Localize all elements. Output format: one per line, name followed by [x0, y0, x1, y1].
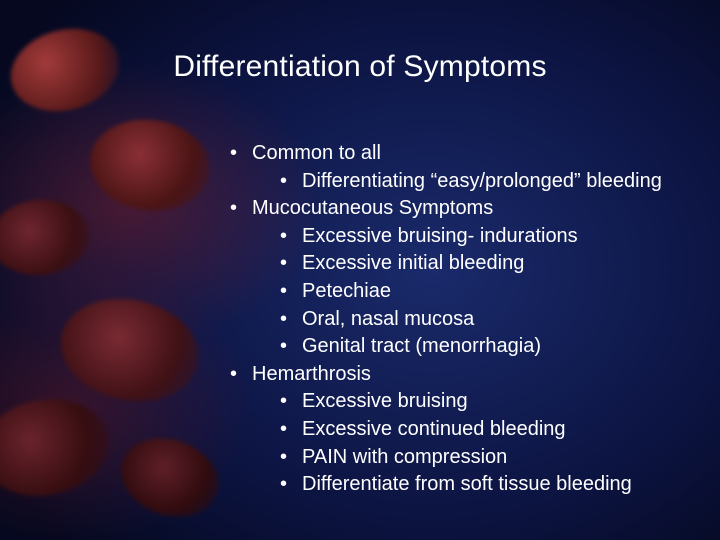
bullet-level2: PAIN with compression — [280, 444, 680, 472]
bullet-text: Excessive initial bleeding — [302, 252, 524, 274]
bullet-level1: Mucocutaneous Symptoms Excessive bruisin… — [230, 195, 680, 361]
bg-cell — [51, 287, 209, 414]
bullet-level2: Excessive bruising — [280, 388, 680, 416]
bullet-level2: Excessive continued bleeding — [280, 416, 680, 444]
bullet-level2: Excessive initial bleeding — [280, 250, 680, 278]
bullet-level2: Petechiae — [280, 278, 680, 306]
bullet-level2: Excessive bruising- indurations — [280, 223, 680, 251]
bullet-text: Oral, nasal mucosa — [302, 308, 474, 330]
bullet-level1: Common to all Differentiating “easy/prol… — [230, 140, 680, 195]
bullet-text: PAIN with compression — [302, 446, 507, 468]
bullet-level2: Differentiating “easy/prolonged” bleedin… — [280, 168, 680, 196]
slide: Differentiation of Symptoms Common to al… — [0, 0, 720, 540]
bullet-text: Excessive bruising — [302, 390, 468, 412]
bullet-text: Common to all — [252, 142, 381, 164]
bullet-text: Hemarthrosis — [252, 363, 371, 385]
bullet-text: Differentiate from soft tissue bleeding — [302, 473, 632, 495]
bg-cell — [0, 389, 117, 505]
slide-title: Differentiation of Symptoms — [0, 50, 720, 84]
bg-cell — [110, 425, 230, 530]
bullet-level2: Genital tract (menorrhagia) — [280, 333, 680, 361]
bullet-text: Differentiating “easy/prolonged” bleedin… — [302, 170, 662, 192]
bullet-text: Mucocutaneous Symptoms — [252, 197, 493, 219]
bullet-level2: Differentiate from soft tissue bleeding — [280, 471, 680, 499]
bullet-text: Genital tract (menorrhagia) — [302, 335, 541, 357]
bg-cell — [0, 196, 93, 279]
slide-body: Common to all Differentiating “easy/prol… — [230, 140, 680, 499]
bullet-text: Petechiae — [302, 280, 391, 302]
bullet-text: Excessive bruising- indurations — [302, 225, 578, 247]
bullet-text: Excessive continued bleeding — [302, 418, 566, 440]
bullet-level2: Oral, nasal mucosa — [280, 306, 680, 334]
bg-cell — [84, 112, 215, 218]
bullet-level1: Hemarthrosis Excessive bruising Excessiv… — [230, 361, 680, 499]
